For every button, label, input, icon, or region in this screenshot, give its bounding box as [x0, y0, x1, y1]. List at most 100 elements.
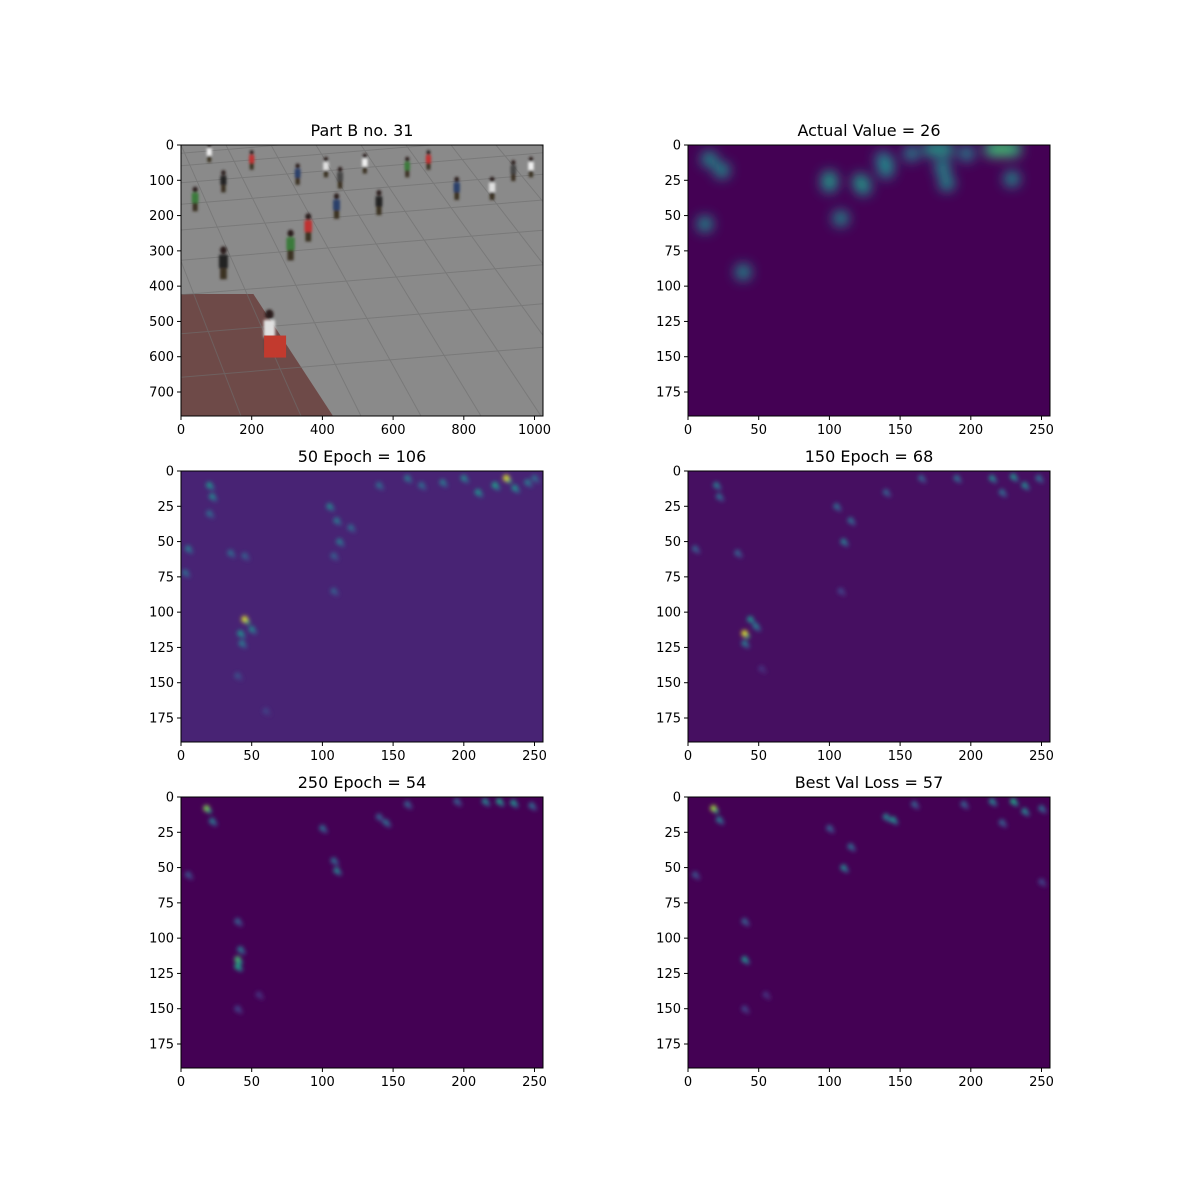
- y-tick-label: 75: [157, 570, 174, 585]
- y-tick-label: 125: [149, 967, 174, 982]
- panel-title: 50 Epoch = 106: [298, 447, 427, 466]
- density-point: [837, 507, 842, 512]
- x-tick-label: 250: [1029, 423, 1054, 438]
- person: [220, 268, 227, 280]
- person: [305, 231, 312, 242]
- y-tick-label: 175: [656, 712, 681, 727]
- x-tick-label: 250: [1029, 749, 1054, 764]
- person: [510, 165, 517, 174]
- density-point: [937, 145, 954, 158]
- x-tick-label: 150: [888, 423, 913, 438]
- density-point: [957, 478, 962, 484]
- person: [207, 145, 212, 148]
- density-point: [701, 151, 718, 168]
- x-tick-label: 1000: [518, 423, 551, 438]
- y-tick-label: 0: [166, 465, 174, 480]
- x-tick-label: 100: [817, 1075, 842, 1090]
- density-point: [323, 828, 328, 834]
- y-tick-label: 0: [673, 791, 681, 806]
- density-point: [408, 478, 413, 484]
- density-point: [337, 871, 342, 876]
- density-point: [934, 159, 951, 176]
- x-tick-label: 200: [958, 749, 983, 764]
- y-tick-label: 25: [157, 826, 174, 841]
- person: [362, 158, 368, 167]
- density-point: [188, 875, 194, 880]
- y-tick-label: 100: [656, 932, 681, 947]
- density-point: [841, 591, 846, 597]
- y-tick-label: 100: [149, 932, 174, 947]
- y-tick-label: 100: [656, 280, 681, 295]
- density-point: [340, 542, 345, 547]
- density-point: [1025, 485, 1030, 491]
- density-point: [903, 145, 920, 162]
- density-point: [735, 264, 752, 281]
- person: [263, 320, 276, 337]
- axes-frame: [687, 796, 1051, 1069]
- plot-area: [181, 471, 543, 742]
- density-point: [1013, 477, 1019, 482]
- heatmap-background: [688, 471, 1050, 742]
- density-point: [844, 542, 849, 547]
- x-tick-label: 200: [958, 1075, 983, 1090]
- y-tick-label: 25: [664, 174, 681, 189]
- density-point: [334, 591, 339, 597]
- panel-1: Part B no. 31 0 200 400 600 800 1000 0 100 200 300…: [149, 121, 551, 438]
- density-point: [851, 847, 856, 852]
- plot-area: [688, 471, 1050, 742]
- person: [221, 170, 226, 176]
- panel-title: 150 Epoch = 68: [805, 447, 934, 466]
- density-point: [1025, 811, 1030, 817]
- plot-area: [688, 797, 1050, 1068]
- density-point: [745, 960, 750, 965]
- density-point: [238, 1009, 243, 1014]
- person: [323, 170, 329, 178]
- density-point: [337, 521, 342, 526]
- density-point: [457, 801, 462, 807]
- x-tick-label: 100: [310, 1075, 335, 1090]
- y-tick-label: 100: [149, 606, 174, 621]
- x-tick-label: 0: [177, 1075, 185, 1090]
- x-tick-label: 50: [243, 1075, 260, 1090]
- y-tick-label: 150: [656, 350, 681, 365]
- density-point: [958, 145, 975, 162]
- person: [206, 148, 212, 156]
- density-point: [745, 643, 750, 649]
- density-point: [259, 995, 265, 1000]
- heatmap-background: [688, 797, 1050, 1068]
- density-point: [186, 573, 191, 578]
- person: [511, 173, 516, 182]
- density-point: [443, 483, 448, 488]
- x-tick-label: 400: [310, 423, 335, 438]
- crowd: [191, 145, 534, 352]
- density-point: [886, 492, 892, 498]
- density-point: [851, 521, 856, 526]
- density-point: [745, 1009, 750, 1014]
- person: [287, 250, 294, 261]
- density-point: [1002, 823, 1008, 828]
- density-point: [532, 806, 537, 811]
- y-tick-label: 175: [149, 712, 174, 727]
- density-blobs: [182, 474, 540, 717]
- y-tick-label: 300: [149, 244, 174, 259]
- person: [218, 254, 228, 269]
- x-tick-label: 200: [958, 423, 983, 438]
- density-point: [212, 497, 218, 502]
- density-point: [893, 820, 899, 825]
- density-point: [379, 485, 385, 491]
- density-point: [830, 828, 835, 834]
- person: [333, 199, 341, 211]
- y-tick-label: 125: [656, 315, 681, 330]
- x-tick-label: 200: [451, 749, 476, 764]
- person: [488, 182, 496, 193]
- density-point: [242, 643, 248, 649]
- person: [191, 192, 199, 203]
- x-tick-label: 50: [750, 423, 767, 438]
- density-point: [499, 801, 505, 807]
- density-point: [696, 216, 713, 233]
- density-point: [695, 875, 701, 880]
- density-point: [334, 861, 339, 866]
- panel-title: Part B no. 31: [311, 121, 414, 140]
- x-tick-label: 50: [750, 749, 767, 764]
- person: [425, 155, 432, 164]
